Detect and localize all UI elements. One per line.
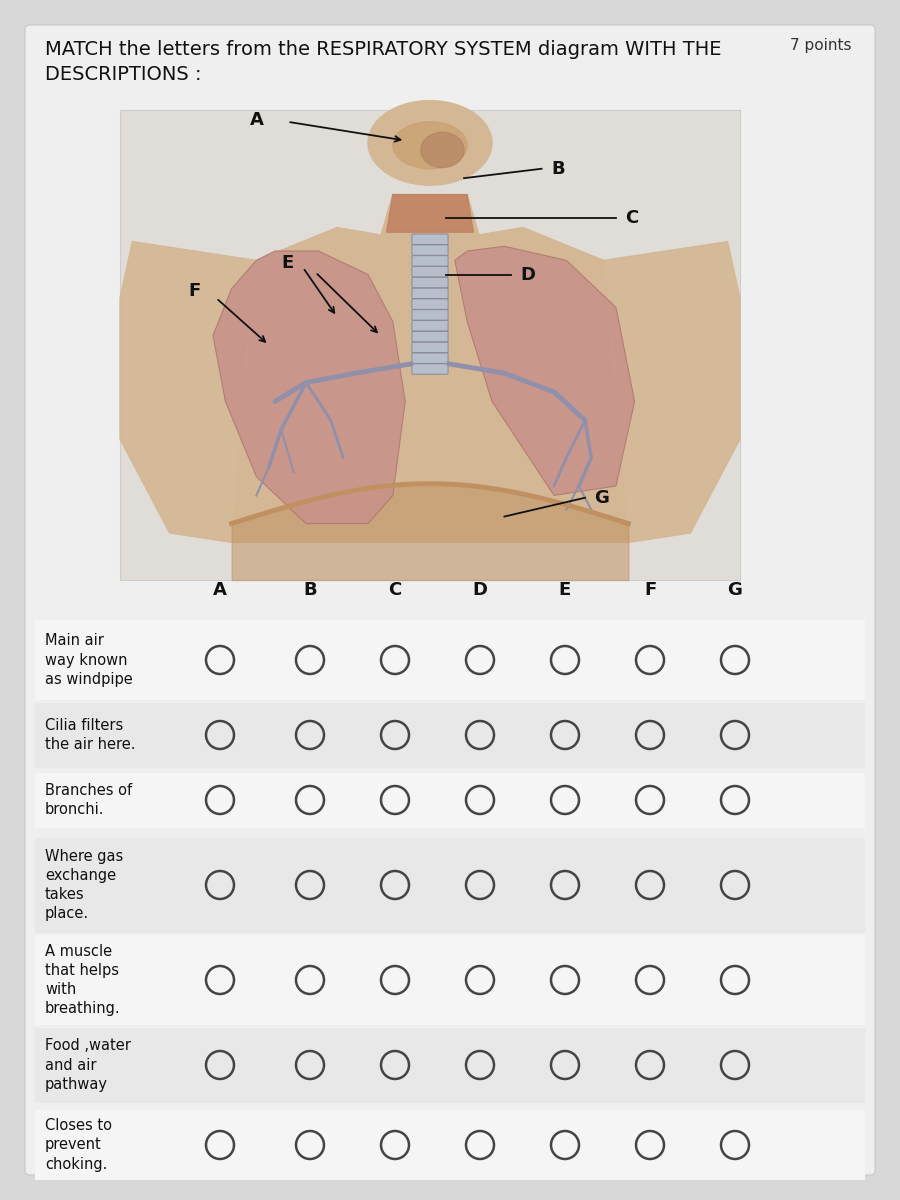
- FancyBboxPatch shape: [412, 299, 448, 310]
- FancyBboxPatch shape: [412, 364, 448, 374]
- Polygon shape: [231, 228, 628, 542]
- Text: D: D: [520, 265, 535, 283]
- Text: A muscle
that helps
with
breathing.: A muscle that helps with breathing.: [45, 943, 121, 1016]
- FancyBboxPatch shape: [412, 266, 448, 277]
- Bar: [35, 773, 865, 828]
- Bar: [35, 702, 865, 768]
- FancyBboxPatch shape: [412, 245, 448, 256]
- Text: B: B: [551, 160, 564, 178]
- Text: A: A: [249, 112, 264, 130]
- Text: Cilia filters
the air here.: Cilia filters the air here.: [45, 718, 136, 752]
- Polygon shape: [454, 246, 634, 496]
- Text: Where gas
exchange
takes
place.: Where gas exchange takes place.: [45, 848, 123, 922]
- Text: F: F: [644, 581, 656, 599]
- Text: 7 points: 7 points: [790, 38, 851, 53]
- FancyBboxPatch shape: [412, 310, 448, 320]
- Text: DESCRIPTIONS :: DESCRIPTIONS :: [45, 65, 202, 84]
- Text: Main air
way known
as windpipe: Main air way known as windpipe: [45, 634, 133, 686]
- Ellipse shape: [392, 121, 467, 169]
- Text: C: C: [389, 581, 401, 599]
- FancyBboxPatch shape: [412, 320, 448, 331]
- Bar: [35, 838, 865, 932]
- Polygon shape: [604, 241, 740, 542]
- FancyBboxPatch shape: [25, 25, 875, 1175]
- Polygon shape: [381, 194, 480, 236]
- Text: E: E: [559, 581, 572, 599]
- FancyBboxPatch shape: [120, 110, 740, 580]
- FancyBboxPatch shape: [412, 234, 448, 245]
- Bar: [35, 1110, 865, 1180]
- Ellipse shape: [420, 132, 464, 168]
- Text: A: A: [213, 581, 227, 599]
- FancyBboxPatch shape: [412, 353, 448, 364]
- Polygon shape: [120, 241, 256, 542]
- Text: E: E: [282, 253, 293, 271]
- Text: D: D: [472, 581, 488, 599]
- FancyBboxPatch shape: [412, 277, 448, 288]
- Text: Branches of
bronchi.: Branches of bronchi.: [45, 782, 132, 817]
- Text: F: F: [188, 282, 201, 300]
- FancyBboxPatch shape: [412, 342, 448, 353]
- Text: B: B: [303, 581, 317, 599]
- Text: C: C: [626, 209, 638, 227]
- FancyBboxPatch shape: [412, 256, 448, 266]
- Text: Food ,water
and air
pathway: Food ,water and air pathway: [45, 1038, 130, 1092]
- Text: MATCH the letters from the RESPIRATORY SYSTEM diagram WITH THE: MATCH the letters from the RESPIRATORY S…: [45, 40, 722, 59]
- FancyBboxPatch shape: [412, 331, 448, 342]
- Text: Closes to
prevent
choking.: Closes to prevent choking.: [45, 1118, 112, 1171]
- Text: G: G: [727, 581, 742, 599]
- Ellipse shape: [368, 101, 492, 185]
- Polygon shape: [387, 194, 473, 233]
- Bar: [35, 1027, 865, 1103]
- Bar: [35, 620, 865, 700]
- Polygon shape: [213, 251, 405, 523]
- FancyBboxPatch shape: [412, 288, 448, 299]
- Bar: [35, 935, 865, 1025]
- Text: G: G: [594, 488, 609, 506]
